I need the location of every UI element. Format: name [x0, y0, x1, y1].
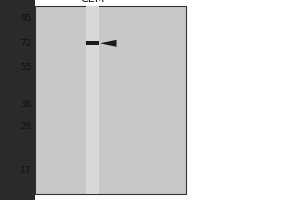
Bar: [0, 0, 34, 200]
Bar: [85, 6, 98, 194]
Text: 72: 72: [20, 39, 32, 48]
Text: 28: 28: [20, 122, 32, 131]
Bar: [34, 6, 186, 194]
Bar: [85, 41, 98, 45]
Text: 95: 95: [20, 14, 32, 23]
Text: 17: 17: [20, 166, 32, 175]
Polygon shape: [100, 40, 116, 47]
Text: 36: 36: [20, 100, 32, 109]
Text: 55: 55: [20, 63, 32, 72]
Text: CEM: CEM: [80, 0, 104, 4]
